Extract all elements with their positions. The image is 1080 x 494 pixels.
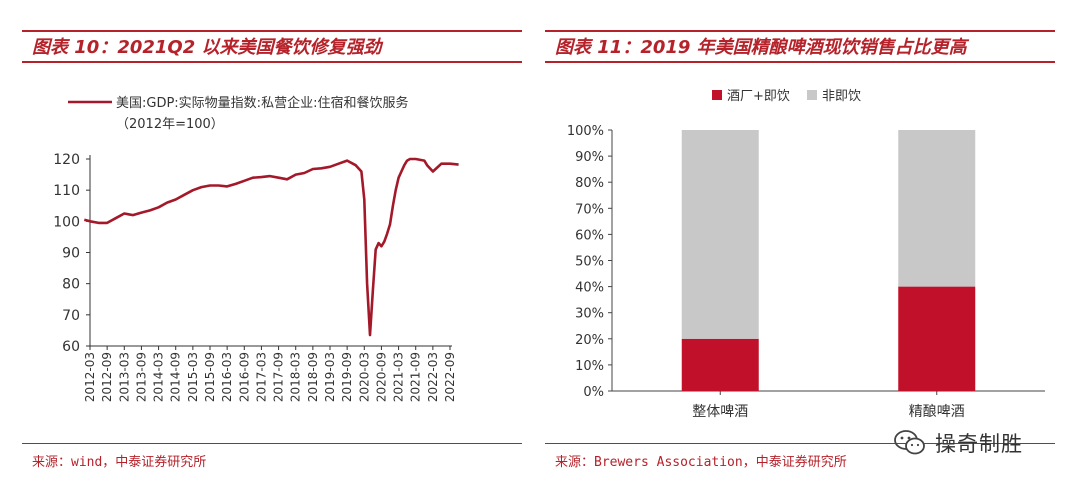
legend-swatch-on-premise [712, 90, 722, 100]
y-tick-label: 110 [53, 183, 80, 199]
title-bottom-rule [545, 61, 1055, 63]
y-tick-label: 60% [575, 228, 604, 243]
y-tick-label: 80% [575, 176, 604, 191]
x-tick-label: 2019-09 [340, 352, 354, 402]
figure-10-source: 来源：wind，中泰证券研究所 [32, 455, 207, 470]
figure-10-title: 图表 10：2021Q2 以来美国餐饮修复强劲 [32, 37, 382, 58]
y-tick-label: 100 [53, 214, 80, 230]
x-tick-label: 2020-09 [374, 352, 388, 402]
legend-label: 美国:GDP:实际物量指数:私营企业:住宿和餐饮服务 [116, 95, 408, 111]
x-tick-label: 2016-09 [237, 352, 251, 402]
y-tick-label: 20% [575, 333, 604, 348]
wechat-icon [894, 430, 925, 455]
x-tick-label: 2014-03 [152, 352, 166, 402]
bar-off-premise [898, 130, 976, 287]
right-figure-panel: 图表 11：2019 年美国精酿啤酒现饮销售占比更高 酒厂+即饮 非即饮 0% 10%… [545, 0, 1055, 494]
x-tick-label: 2014-09 [169, 352, 183, 402]
x-tick-label: 2017-03 [254, 352, 268, 402]
y-tick-label: 30% [575, 307, 604, 322]
bar-on-premise [898, 286, 976, 391]
legend-swatch-off-premise [807, 90, 817, 100]
x-tick-label: 2018-03 [289, 352, 303, 402]
stacked-bar-chart: 酒厂+即饮 非即饮 0% 10% 20% 30% 40% 50% 60% 70% 80% 90% 100… [567, 89, 1045, 420]
figure-11-title: 图表 11：2019 年美国精酿啤酒现饮销售占比更高 [555, 37, 967, 58]
x-tick-label: 2013-03 [117, 352, 131, 402]
series-line-gdp-index [83, 157, 459, 337]
x-tick-label: 2018-09 [306, 352, 320, 402]
left-figure-panel: 图表 10：2021Q2 以来美国餐饮修复强劲 美国:GDP:实际物量指数:私营… [22, 0, 522, 494]
x-tick-label: 2015-03 [186, 352, 200, 402]
figure-11-source: 来源：Brewers Association，中泰证券研究所 [555, 455, 847, 470]
x-tick-label: 2021-09 [409, 352, 423, 402]
x-tick-label: 2017-09 [272, 352, 286, 402]
title-bottom-rule [22, 61, 522, 63]
x-tick-label: 2022-09 [443, 352, 457, 402]
legend-label: 酒厂+即饮 [727, 89, 790, 104]
y-tick-label: 90% [575, 150, 604, 165]
watermark-text: 操奇制胜 [935, 432, 1023, 456]
legend-note: （2012年=100） [116, 117, 224, 132]
line-chart: 美国:GDP:实际物量指数:私营企业:住宿和餐饮服务 （2012年=100） 60 7… [53, 95, 459, 402]
y-tick-label: 60 [62, 339, 80, 355]
legend-label: 非即饮 [822, 89, 861, 104]
watermark: 操奇制胜 [893, 428, 1023, 458]
bar-on-premise [681, 338, 759, 391]
title-top-rule [22, 30, 522, 32]
x-category-label: 精酿啤酒 [909, 404, 965, 420]
y-tick-label: 120 [53, 152, 80, 168]
x-tick-label: 2022-03 [426, 352, 440, 402]
y-tick-label: 90 [62, 246, 80, 262]
y-tick-label: 40% [575, 281, 604, 296]
source-rule [22, 443, 522, 444]
title-top-rule [545, 30, 1055, 32]
bar-off-premise [681, 130, 759, 339]
y-tick-label: 70% [575, 202, 604, 217]
x-tick-label: 2016-03 [220, 352, 234, 402]
x-tick-label: 2012-09 [100, 352, 114, 402]
x-tick-label: 2019-03 [323, 352, 337, 402]
x-tick-label: 2012-03 [83, 352, 97, 402]
y-tick-label: 50% [575, 255, 604, 270]
x-tick-label: 2021-03 [392, 352, 406, 402]
x-category-label: 整体啤酒 [692, 404, 748, 420]
y-tick-label: 70 [62, 308, 80, 324]
x-tick-label: 2015-09 [203, 352, 217, 402]
y-tick-label: 10% [575, 359, 604, 374]
y-tick-label: 0% [583, 385, 604, 400]
y-tick-label: 80 [62, 277, 80, 293]
x-tick-label: 2020-03 [357, 352, 371, 402]
y-tick-label: 100% [567, 124, 604, 139]
source-rule [545, 443, 1055, 444]
x-tick-label: 2013-09 [134, 352, 148, 402]
